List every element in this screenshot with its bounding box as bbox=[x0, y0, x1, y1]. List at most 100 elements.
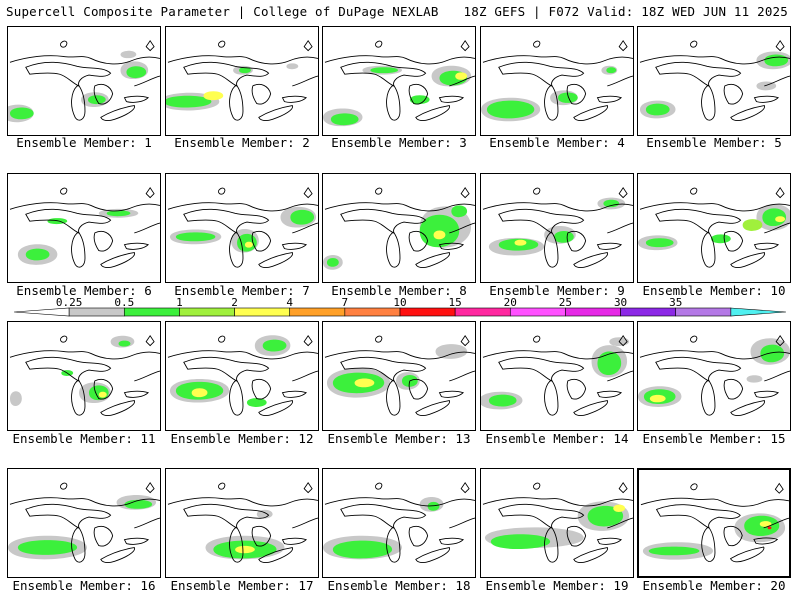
great-lakes-outline bbox=[340, 503, 464, 564]
great-lakes-outline bbox=[498, 208, 622, 269]
scp-contour-13-2 bbox=[354, 378, 375, 388]
great-lakes-outline bbox=[183, 356, 307, 417]
scp-contour-8-5 bbox=[451, 205, 468, 218]
member-panel-9[interactable] bbox=[480, 173, 634, 283]
great-lakes-outline bbox=[498, 61, 622, 122]
member-label-6: Ensemble Member: 6 bbox=[16, 283, 152, 298]
colorbar-tick-label: 4 bbox=[286, 296, 293, 309]
member-panel-8[interactable] bbox=[322, 173, 476, 283]
member-map-4 bbox=[481, 39, 633, 122]
scp-contour-20-4 bbox=[759, 521, 772, 527]
member-panel-14[interactable] bbox=[480, 321, 634, 431]
chart-title: Supercell Composite Parameter | College … bbox=[6, 4, 439, 19]
member-panel-18[interactable] bbox=[322, 468, 476, 578]
member-map-8 bbox=[323, 186, 475, 270]
coastline-outline bbox=[324, 481, 475, 529]
member-label-7: Ensemble Member: 7 bbox=[174, 283, 310, 298]
member-map-15 bbox=[638, 334, 790, 417]
member-panel-20[interactable] bbox=[637, 468, 791, 578]
great-lakes-outline bbox=[655, 61, 779, 122]
member-panel-7[interactable] bbox=[165, 173, 319, 283]
scp-contour-12-2 bbox=[191, 388, 208, 398]
colorbar-swatch-3 bbox=[179, 307, 235, 317]
member-map-20 bbox=[640, 482, 789, 563]
member-label-14: Ensemble Member: 14 bbox=[485, 431, 629, 446]
coastline-outline bbox=[639, 334, 790, 382]
scp-contour-5-1 bbox=[645, 103, 670, 116]
scp-contour-14-3 bbox=[597, 351, 622, 376]
member-map-12 bbox=[167, 334, 318, 417]
coastline-outline bbox=[482, 481, 633, 529]
colorbar-svg: 0.25 0.5 1 2 4 7 10 15 20 25 30 35 bbox=[13, 296, 787, 317]
great-lakes-outline bbox=[25, 503, 149, 564]
colorbar-tick-label: 25 bbox=[559, 296, 572, 309]
colorbar-swatch-8 bbox=[454, 307, 511, 317]
great-lakes-outline bbox=[655, 504, 779, 563]
colorbar-swatch-4 bbox=[234, 307, 291, 317]
great-lakes-outline bbox=[340, 356, 464, 417]
coastline-outline bbox=[482, 186, 633, 234]
scp-contour-20-1 bbox=[648, 546, 700, 556]
scp-contour-10-2 bbox=[711, 234, 731, 244]
member-label-20: Ensemble Member: 20 bbox=[642, 578, 786, 593]
scp-contour-4-5 bbox=[606, 67, 617, 74]
member-label-16: Ensemble Member: 16 bbox=[12, 578, 156, 593]
member-panel-17[interactable] bbox=[165, 468, 319, 578]
member-panel-15[interactable] bbox=[637, 321, 791, 431]
member-map-18 bbox=[323, 481, 475, 564]
member-label-9: Ensemble Member: 9 bbox=[489, 283, 625, 298]
coastline-outline bbox=[9, 481, 160, 529]
member-panel-12[interactable] bbox=[165, 321, 319, 431]
scp-contour-9-6 bbox=[603, 199, 620, 208]
member-map-5 bbox=[639, 39, 790, 122]
colorbar-swatch-2 bbox=[123, 307, 180, 317]
member-panel-4[interactable] bbox=[480, 26, 634, 136]
member-panel-13[interactable] bbox=[322, 321, 476, 431]
scp-contour-18-3 bbox=[427, 501, 440, 511]
member-panel-2[interactable] bbox=[165, 26, 319, 136]
scp-contour-12-4 bbox=[262, 339, 287, 352]
coastline-outline bbox=[324, 39, 475, 87]
great-lakes-outline bbox=[498, 503, 622, 564]
member-panel-3[interactable] bbox=[322, 26, 476, 136]
scp-contour-9-4 bbox=[554, 230, 574, 243]
colorbar-swatch-11 bbox=[620, 307, 677, 317]
member-label-2: Ensemble Member: 2 bbox=[174, 135, 310, 150]
member-map-13 bbox=[324, 334, 475, 417]
scp-contour-17-3 bbox=[256, 509, 273, 519]
coastline-outline bbox=[167, 39, 318, 87]
colorbar-tick-label: 7 bbox=[342, 296, 349, 309]
member-panel-11[interactable] bbox=[7, 321, 161, 431]
member-panel-16[interactable] bbox=[7, 468, 161, 578]
scp-contour-4-1 bbox=[486, 100, 535, 119]
member-panel-6[interactable] bbox=[7, 173, 161, 283]
scp-contour-3-7 bbox=[409, 95, 430, 105]
coastline-outline bbox=[167, 481, 318, 529]
great-lakes-outline bbox=[25, 208, 149, 269]
colorbar-swatch-1 bbox=[68, 307, 125, 317]
great-lakes-outline bbox=[340, 61, 464, 122]
coastline-outline bbox=[9, 39, 160, 87]
coastline-outline bbox=[167, 186, 318, 234]
scp-contour-10-1 bbox=[645, 238, 674, 248]
member-map-1 bbox=[8, 39, 160, 123]
member-label-17: Ensemble Member: 17 bbox=[170, 578, 314, 593]
scp-contour-9-2 bbox=[514, 239, 527, 246]
member-label-3: Ensemble Member: 3 bbox=[331, 135, 467, 150]
colorbar-swatch-6 bbox=[344, 307, 401, 317]
coastline-outline bbox=[167, 334, 318, 382]
member-panel-5[interactable] bbox=[637, 26, 791, 136]
scp-contour-11-4 bbox=[118, 340, 131, 347]
colorbar-swatch-9 bbox=[509, 307, 566, 317]
member-panel-1[interactable] bbox=[7, 26, 161, 136]
scp-contour-7-4 bbox=[244, 241, 253, 248]
member-panel-10[interactable] bbox=[637, 173, 791, 283]
scp-contour-3-6 bbox=[455, 72, 468, 80]
great-lakes-outline bbox=[340, 208, 464, 269]
coastline-outline bbox=[482, 334, 633, 382]
scp-contour-10-5 bbox=[775, 216, 786, 223]
member-panel-19[interactable] bbox=[480, 468, 634, 578]
scp-contour-4-3 bbox=[557, 92, 578, 103]
member-map-3 bbox=[323, 39, 475, 127]
member-map-14 bbox=[481, 334, 633, 417]
